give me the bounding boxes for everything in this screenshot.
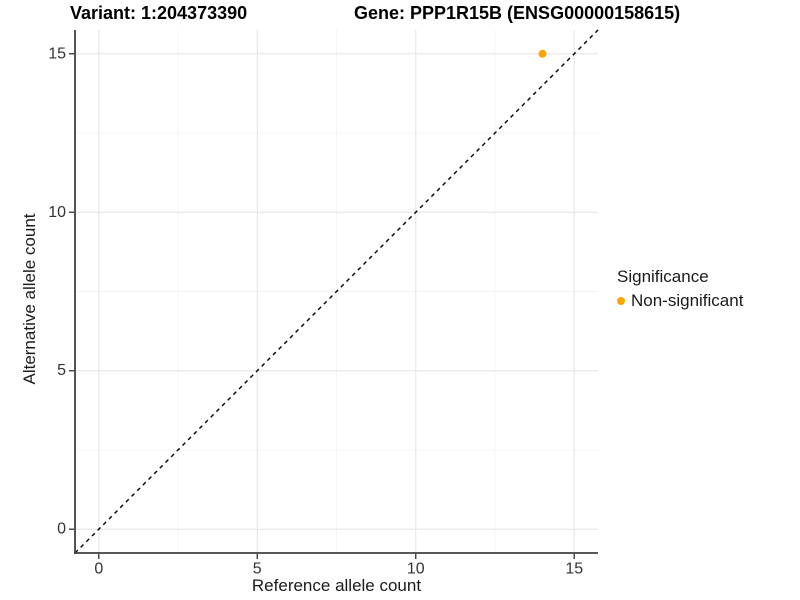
data-point [538,49,547,58]
x-axis-title: Reference allele count [251,576,422,595]
y-tick-label: 15 [48,45,66,62]
x-tick-label: 10 [407,560,425,577]
legend-item: Non-significant [617,291,743,311]
x-tick-label: 5 [253,560,262,577]
legend-item-label: Non-significant [631,291,744,310]
x-tick-label: 0 [94,560,103,577]
y-tick-label: 10 [48,204,66,221]
y-tick-label: 0 [57,521,66,538]
variant-title: Variant: 1:204373390 [70,3,248,23]
legend: Significance Non-significant [617,267,743,311]
legend-dot-icon [617,297,625,305]
gene-title: Gene: PPP1R15B (ENSG00000158615) [354,3,681,23]
legend-title: Significance [617,267,709,286]
identity-reference-line [74,29,599,554]
y-axis-title: Alternative allele count [20,213,39,385]
x-tick-label: 15 [565,560,583,577]
y-tick-label: 5 [57,362,66,379]
